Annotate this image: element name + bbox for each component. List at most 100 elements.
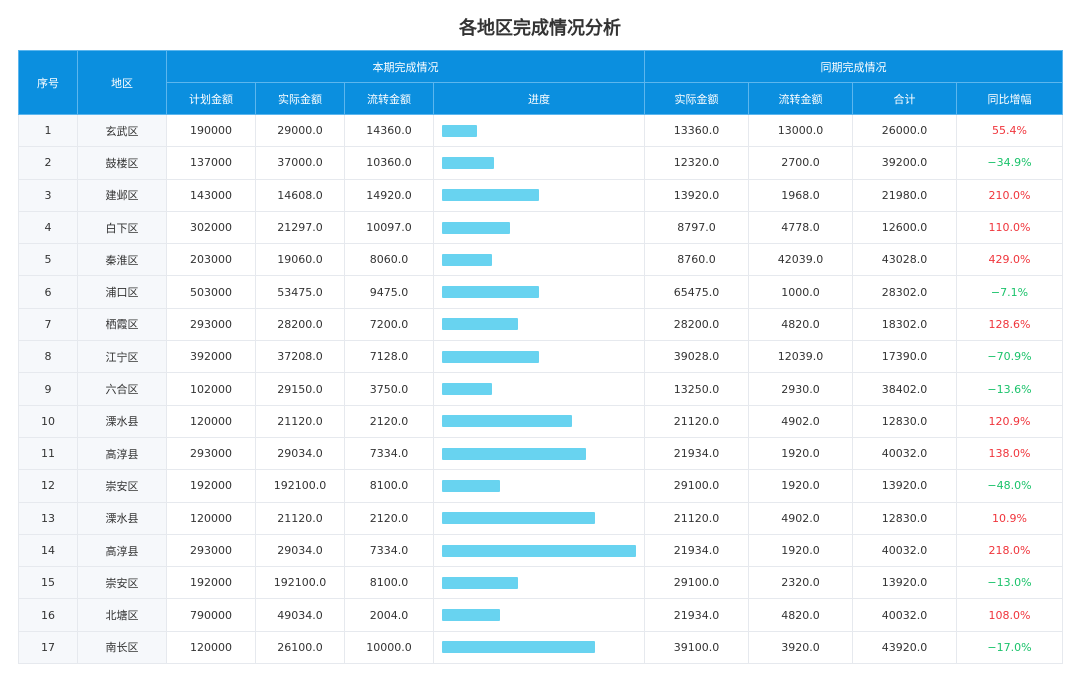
cell-plan-amount: 790000 [166, 598, 256, 632]
progress-bar [442, 286, 539, 299]
table-row: 16 北塘区 790000 49034.0 2004.0 21934.0 4820.0 400… [18, 598, 1063, 632]
cell-prev-flow-amount: 42039.0 [748, 243, 853, 277]
table-row: 4 白下区 302000 21297.0 10097.0 8797.0 4778.0 1260… [18, 210, 1063, 245]
cell-plan-amount: 143000 [166, 178, 256, 212]
cell-actual-amount: 28200.0 [255, 307, 345, 342]
cell-plan-amount: 192000 [166, 566, 256, 600]
table-row: 11 高淳县 293000 29034.0 7334.0 21934.0 1920.0 400… [18, 436, 1063, 471]
cell-flow-amount: 14360.0 [344, 113, 434, 148]
cell-flow-amount: 7334.0 [344, 436, 434, 471]
cell-actual-amount: 21297.0 [255, 210, 345, 245]
cell-yoy-growth: 110.0% [956, 210, 1063, 245]
cell-actual-amount: 29150.0 [255, 372, 345, 406]
cell-actual-amount: 29000.0 [255, 113, 345, 148]
cell-region: 白下区 [77, 210, 167, 245]
cell-region: 崇安区 [77, 566, 167, 600]
cell-progress [433, 501, 645, 535]
cell-prev-actual-amount: 39100.0 [644, 630, 749, 665]
cell-progress [433, 113, 645, 148]
cell-prev-actual-amount: 13250.0 [644, 372, 749, 406]
cell-flow-amount: 8060.0 [344, 243, 434, 277]
cell-prev-flow-amount: 4902.0 [748, 501, 853, 535]
table-row: 10 溧水县 120000 21120.0 2120.0 21120.0 4902.0 128… [18, 404, 1063, 438]
cell-progress [433, 275, 645, 309]
progress-bar [442, 447, 586, 460]
cell-progress [433, 210, 645, 245]
cell-prev-flow-amount: 2930.0 [748, 372, 853, 406]
cell-total: 13920.0 [852, 469, 957, 503]
cell-total: 12830.0 [852, 501, 957, 535]
cell-seq: 2 [18, 146, 78, 180]
header-prev-flow-amount: 流转金额 [748, 82, 853, 115]
cell-region: 栖霞区 [77, 307, 167, 342]
cell-yoy-growth: −34.9% [956, 146, 1063, 180]
progress-bar [442, 641, 595, 654]
cell-total: 17390.0 [852, 340, 957, 374]
progress-bar [442, 544, 636, 557]
cell-total: 13920.0 [852, 566, 957, 600]
cell-actual-amount: 14608.0 [255, 178, 345, 212]
cell-region: 秦淮区 [77, 243, 167, 277]
cell-prev-actual-amount: 21934.0 [644, 436, 749, 471]
cell-flow-amount: 7128.0 [344, 340, 434, 374]
cell-prev-actual-amount: 13360.0 [644, 113, 749, 148]
header-actual-amount: 实际金额 [255, 82, 345, 115]
cell-seq: 11 [18, 436, 78, 471]
cell-actual-amount: 192100.0 [255, 566, 345, 600]
cell-prev-actual-amount: 13920.0 [644, 178, 749, 212]
cell-plan-amount: 190000 [166, 113, 256, 148]
progress-bar [442, 576, 518, 589]
cell-prev-flow-amount: 1968.0 [748, 178, 853, 212]
cell-flow-amount: 7200.0 [344, 307, 434, 342]
progress-bar [442, 350, 539, 363]
table-row: 12 崇安区 192000 192100.0 8100.0 29100.0 1920.0 13… [18, 469, 1063, 503]
cell-flow-amount: 10097.0 [344, 210, 434, 245]
cell-progress [433, 469, 645, 503]
cell-flow-amount: 10000.0 [344, 630, 434, 665]
cell-actual-amount: 53475.0 [255, 275, 345, 309]
cell-plan-amount: 192000 [166, 469, 256, 503]
cell-prev-actual-amount: 8797.0 [644, 210, 749, 245]
cell-prev-actual-amount: 8760.0 [644, 243, 749, 277]
progress-bar [442, 609, 500, 622]
cell-total: 12600.0 [852, 210, 957, 245]
cell-plan-amount: 293000 [166, 436, 256, 471]
cell-total: 21980.0 [852, 178, 957, 212]
table-row: 8 江宁区 392000 37208.0 7128.0 39028.0 12039.0 173… [18, 340, 1063, 374]
cell-actual-amount: 26100.0 [255, 630, 345, 665]
cell-progress [433, 307, 645, 342]
cell-seq: 12 [18, 469, 78, 503]
table-row: 14 高淳县 293000 29034.0 7334.0 21934.0 1920.0 400… [18, 533, 1063, 568]
cell-prev-flow-amount: 4778.0 [748, 210, 853, 245]
cell-flow-amount: 14920.0 [344, 178, 434, 212]
cell-region: 浦口区 [77, 275, 167, 309]
cell-flow-amount: 10360.0 [344, 146, 434, 180]
cell-seq: 16 [18, 598, 78, 632]
cell-prev-actual-amount: 65475.0 [644, 275, 749, 309]
cell-prev-flow-amount: 12039.0 [748, 340, 853, 374]
cell-region: 高淳县 [77, 533, 167, 568]
cell-seq: 1 [18, 113, 78, 148]
table-row: 6 浦口区 503000 53475.0 9475.0 65475.0 1000.0 2830… [18, 275, 1063, 309]
cell-plan-amount: 302000 [166, 210, 256, 245]
cell-yoy-growth: −13.6% [956, 372, 1063, 406]
cell-prev-actual-amount: 29100.0 [644, 566, 749, 600]
cell-seq: 7 [18, 307, 78, 342]
cell-seq: 17 [18, 630, 78, 665]
table-row: 2 鼓楼区 137000 37000.0 10360.0 12320.0 2700.0 392… [18, 146, 1063, 180]
cell-progress [433, 404, 645, 438]
progress-bar [442, 156, 494, 169]
cell-prev-actual-amount: 29100.0 [644, 469, 749, 503]
progress-bar [442, 124, 477, 137]
region-completion-table: 序号 地区 本期完成情况 同期完成情况 计划金额 实际金额 流转金额 进度 实际… [18, 50, 1063, 665]
cell-total: 18302.0 [852, 307, 957, 342]
cell-prev-actual-amount: 39028.0 [644, 340, 749, 374]
header-previous-group: 同期完成情况 [644, 50, 1063, 83]
cell-total: 26000.0 [852, 113, 957, 148]
cell-seq: 4 [18, 210, 78, 245]
cell-prev-flow-amount: 4820.0 [748, 307, 853, 342]
cell-total: 40032.0 [852, 436, 957, 471]
cell-plan-amount: 293000 [166, 307, 256, 342]
cell-yoy-growth: 138.0% [956, 436, 1063, 471]
header-seq: 序号 [18, 50, 78, 115]
